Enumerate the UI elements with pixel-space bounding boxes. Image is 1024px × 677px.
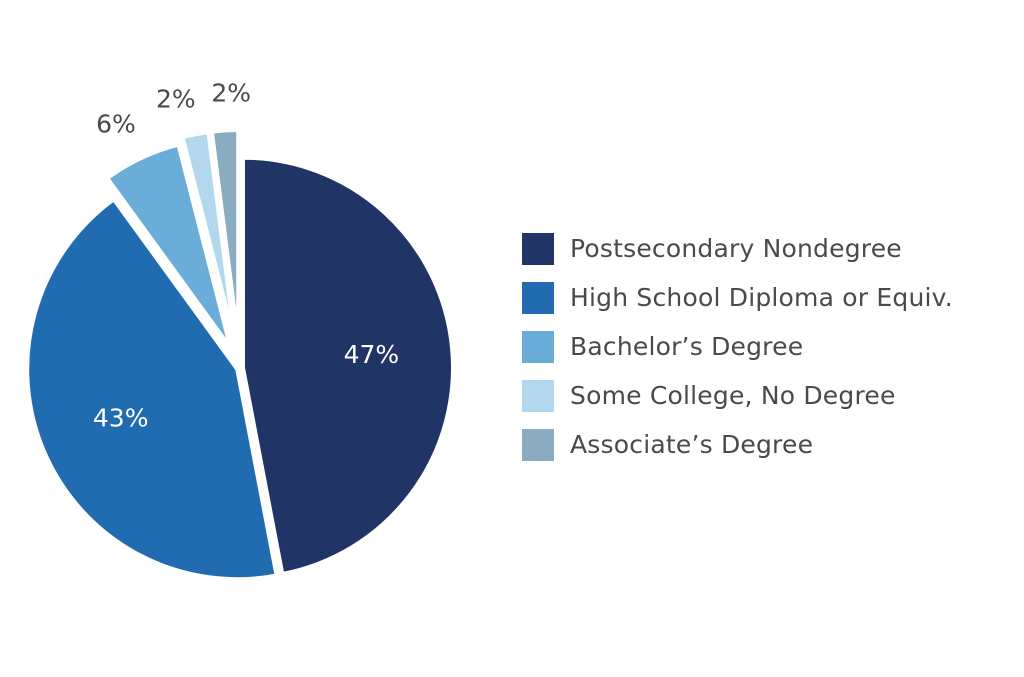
pie-slice-associate-s-degree (209, 128, 241, 343)
legend-item-postsecondary-nondegree: Postsecondary Nondegree (522, 224, 1012, 273)
pie-slices (25, 128, 455, 582)
slice-value-label: 2% (211, 79, 251, 108)
legend-swatch (522, 281, 554, 314)
pie-slice-some-college-no-degree (180, 130, 237, 343)
legend-label: Some College, No Degree (570, 381, 896, 410)
legend-item-bachelors-degree: Bachelor’s Degree (522, 322, 1012, 371)
legend-swatch (522, 428, 554, 461)
slice-value-label: 2% (156, 85, 196, 114)
chart-legend: Postsecondary Nondegree High School Dipl… (522, 224, 1012, 469)
pie-slice-high-school-diploma-or-equiv (25, 197, 279, 582)
legend-label: Associate’s Degree (570, 430, 814, 459)
pie-slice-postsecondary-nondegree (240, 155, 455, 576)
legend-label: High School Diploma or Equiv. (570, 283, 953, 312)
slice-value-label: 6% (96, 110, 136, 139)
pie-slice-bachelor-s-degree (105, 142, 233, 351)
legend-swatch (522, 232, 554, 265)
legend-label: Bachelor’s Degree (570, 332, 804, 361)
pie-value-labels: 47% 43% 6% 2% 2% (93, 79, 399, 433)
legend-item-some-college: Some College, No Degree (522, 371, 1012, 420)
slice-value-label: 43% (93, 404, 149, 433)
slice-value-label: 47% (344, 340, 400, 369)
legend-item-associates-degree: Associate’s Degree (522, 420, 1012, 469)
legend-label: Postsecondary Nondegree (570, 234, 902, 263)
legend-swatch (522, 330, 554, 363)
legend-swatch (522, 379, 554, 412)
legend-item-high-school-diploma: High School Diploma or Equiv. (522, 273, 1012, 322)
